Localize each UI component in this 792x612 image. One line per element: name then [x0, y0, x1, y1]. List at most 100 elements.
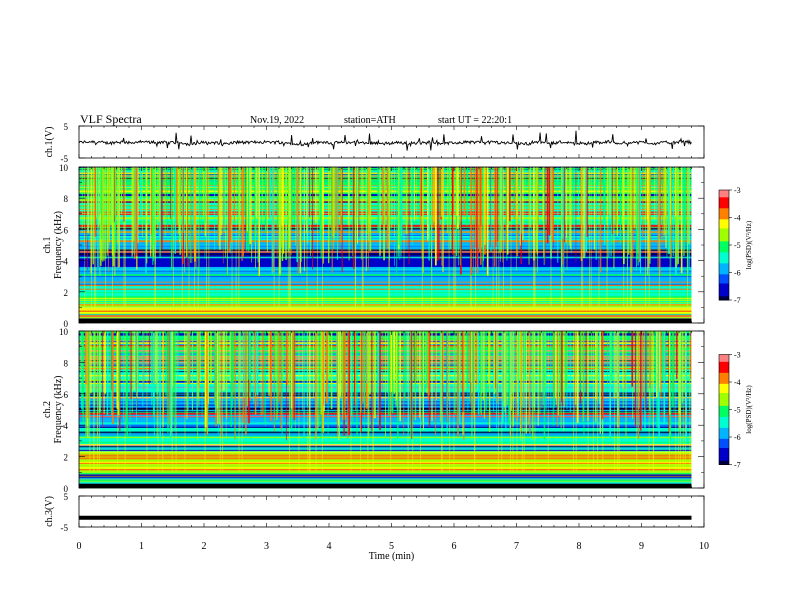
sferic-streak	[459, 331, 461, 392]
colorbar-cell	[719, 250, 729, 253]
sferic-streak	[674, 167, 676, 217]
sferic-streak	[196, 331, 198, 432]
colorbar-cell	[719, 438, 729, 442]
sferic-streak	[362, 331, 363, 404]
sferic-streak	[109, 331, 112, 411]
y-tick-label: 4	[64, 421, 69, 431]
colorbar-cell	[719, 223, 729, 226]
colorbar-cell	[719, 254, 729, 257]
sferic-streak	[175, 331, 177, 473]
sferic-streak	[563, 331, 565, 431]
y-tick-label: 5	[64, 122, 69, 132]
sferic-streak	[471, 331, 474, 382]
sferic-streak	[277, 331, 279, 413]
colorbar-tick-label: -4	[734, 378, 741, 387]
sferic-streak	[610, 167, 612, 257]
sferic-streak	[480, 167, 482, 227]
sferic-streak	[543, 167, 545, 266]
sferic-streak	[116, 331, 118, 409]
sferic-streak	[687, 167, 688, 308]
sferic-streak	[137, 331, 139, 388]
colorbar-cell	[719, 285, 729, 288]
colorbar-cell	[719, 451, 729, 454]
sferic-streak	[226, 331, 228, 419]
sferic-streak	[530, 167, 532, 257]
sferic-streak	[223, 167, 225, 233]
sferic-streak	[299, 167, 302, 274]
sferic-streak	[114, 167, 117, 253]
sferic-streak	[516, 167, 518, 224]
sferic-streak	[103, 331, 105, 414]
date-label: Nov.19, 2022	[250, 115, 305, 126]
y-axis-label: ch.1Frequency (kHz)	[42, 211, 64, 279]
y-tick-label: 0	[64, 484, 69, 494]
sferic-streak	[603, 167, 606, 221]
spectral-line	[79, 294, 692, 297]
sferic-streak	[635, 331, 637, 426]
y-tick-label: 6	[64, 390, 69, 400]
sferic-streak	[544, 167, 546, 265]
colorbar-cell	[719, 360, 729, 363]
sferic-streak	[306, 167, 308, 308]
sferic-streak	[648, 167, 650, 308]
sferic-streak	[214, 331, 216, 406]
sferic-streak	[518, 331, 521, 380]
sferic-streak	[618, 331, 620, 473]
sferic-streak	[327, 331, 329, 436]
sferic-streak	[525, 331, 527, 434]
sferic-streak	[511, 331, 513, 395]
sferic-streak	[91, 167, 93, 308]
sferic-streak	[396, 167, 398, 273]
sferic-streak	[182, 167, 184, 264]
sferic-streak	[658, 167, 659, 252]
sferic-streak	[356, 331, 358, 436]
sferic-streak	[685, 331, 687, 438]
sferic-streak	[446, 331, 448, 435]
colorbar-cell	[719, 431, 729, 434]
colorbar-cell	[719, 270, 729, 273]
spectral-line	[79, 476, 692, 479]
sferic-streak	[98, 331, 100, 414]
sferic-streak	[273, 167, 275, 308]
sferic-streak	[583, 167, 585, 258]
sferic-streak	[681, 167, 683, 222]
sferic-streak	[608, 167, 610, 215]
colorbar-cell	[719, 219, 729, 222]
sferic-streak	[152, 167, 155, 257]
sferic-streak	[376, 331, 378, 394]
sferic-streak	[157, 331, 159, 473]
sferic-streak	[321, 331, 323, 473]
sferic-streak	[99, 331, 101, 412]
sferic-streak	[533, 167, 534, 308]
sferic-streak	[317, 331, 319, 430]
colorbar-cell	[719, 191, 729, 195]
colorbar-cell	[719, 433, 729, 436]
spectral-line	[79, 274, 692, 276]
sferic-streak	[377, 331, 379, 421]
sferic-streak	[543, 331, 546, 441]
sferic-streak	[298, 331, 300, 473]
spectral-line	[79, 475, 692, 478]
sferic-streak	[656, 331, 658, 398]
plot-title: VLF Spectra	[80, 112, 142, 126]
sferic-streak	[497, 331, 499, 473]
sferic-streak	[268, 331, 270, 396]
ch3-waveform-frame	[78, 495, 705, 528]
sferic-streak	[119, 331, 120, 419]
spectral-line	[79, 265, 692, 267]
ch2-spectrogram-dc-strip	[79, 484, 692, 488]
sferic-streak	[459, 331, 462, 388]
sferic-streak	[254, 167, 256, 243]
spectral-line	[79, 314, 692, 316]
sferic-streak	[436, 331, 437, 401]
sferic-streak	[318, 167, 320, 220]
sferic-streak	[285, 331, 287, 441]
sferic-streak	[218, 331, 220, 424]
sferic-streak	[582, 167, 584, 308]
spectral-line	[79, 299, 692, 302]
colorbar-cell	[719, 212, 729, 215]
sferic-streak	[131, 167, 134, 257]
sferic-streak	[690, 331, 692, 473]
sferic-streak	[557, 331, 560, 416]
